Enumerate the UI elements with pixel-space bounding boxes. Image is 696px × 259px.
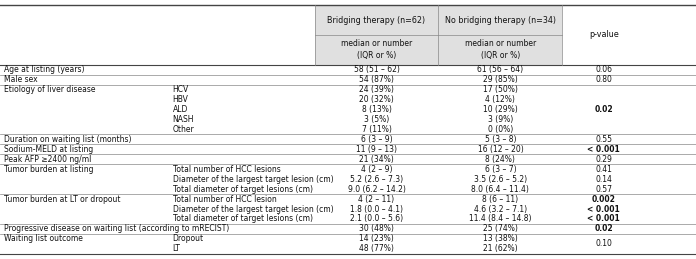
Text: ALD: ALD [173, 105, 188, 114]
Text: 17 (50%): 17 (50%) [483, 85, 518, 94]
Text: 0.002: 0.002 [592, 195, 616, 204]
Text: Male sex: Male sex [4, 75, 38, 84]
Text: 1.8 (0.0 – 4.1): 1.8 (0.0 – 4.1) [350, 205, 403, 213]
Text: Total diameter of target lesions (cm): Total diameter of target lesions (cm) [173, 214, 313, 224]
Text: Waiting list outcome: Waiting list outcome [4, 234, 83, 243]
Text: Total diameter of target lesions (cm): Total diameter of target lesions (cm) [173, 185, 313, 194]
Text: 0.80: 0.80 [595, 75, 612, 84]
Text: 8 (24%): 8 (24%) [486, 155, 515, 164]
Text: HBV: HBV [173, 95, 189, 104]
Text: HCV: HCV [173, 85, 189, 94]
Text: 8 (6 – 11): 8 (6 – 11) [482, 195, 519, 204]
Text: 0.14: 0.14 [595, 175, 612, 184]
Text: 0.02: 0.02 [594, 225, 613, 233]
Text: No bridging therapy (n=34): No bridging therapy (n=34) [445, 16, 556, 25]
Text: NASH: NASH [173, 115, 194, 124]
Text: 6 (3 – 7): 6 (3 – 7) [484, 165, 516, 174]
Text: Dropout: Dropout [173, 234, 204, 243]
Text: 4 (2 – 11): 4 (2 – 11) [358, 195, 395, 204]
Text: < 0.001: < 0.001 [587, 145, 620, 154]
Text: LT: LT [173, 244, 180, 253]
Text: 25 (74%): 25 (74%) [483, 225, 518, 233]
Text: 48 (77%): 48 (77%) [359, 244, 394, 253]
Text: 29 (85%): 29 (85%) [483, 75, 518, 84]
Text: 5 (3 – 8): 5 (3 – 8) [484, 135, 516, 144]
Text: 61 (56 – 64): 61 (56 – 64) [477, 65, 523, 74]
Text: 3 (5%): 3 (5%) [364, 115, 389, 124]
Text: 58 (51 – 62): 58 (51 – 62) [354, 65, 400, 74]
Text: 0.10: 0.10 [595, 239, 612, 248]
Text: 11.4 (8.4 – 14.8): 11.4 (8.4 – 14.8) [469, 214, 532, 224]
Text: 4.6 (3.2 – 7.1): 4.6 (3.2 – 7.1) [474, 205, 527, 213]
Text: Etiology of liver disease: Etiology of liver disease [4, 85, 95, 94]
Text: 0.29: 0.29 [595, 155, 612, 164]
Text: Tumor burden at listing: Tumor burden at listing [4, 165, 94, 174]
Text: 0.55: 0.55 [595, 135, 612, 144]
Text: Tumor burden at LT or dropout: Tumor burden at LT or dropout [4, 195, 120, 204]
Text: median or number
(IQR or %): median or number (IQR or %) [341, 39, 412, 60]
Text: Progressive disease on waiting list (according to mRECIST): Progressive disease on waiting list (acc… [4, 225, 230, 233]
Text: < 0.001: < 0.001 [587, 205, 620, 213]
Text: 20 (32%): 20 (32%) [359, 95, 394, 104]
Text: 54 (87%): 54 (87%) [359, 75, 394, 84]
Text: 0.06: 0.06 [595, 65, 612, 74]
Text: 3 (9%): 3 (9%) [488, 115, 513, 124]
Text: 21 (34%): 21 (34%) [359, 155, 394, 164]
Text: 8 (13%): 8 (13%) [362, 105, 391, 114]
Text: 14 (23%): 14 (23%) [359, 234, 394, 243]
Text: Sodium-MELD at listing: Sodium-MELD at listing [4, 145, 93, 154]
Text: p-value: p-value [589, 31, 619, 39]
Text: 30 (48%): 30 (48%) [359, 225, 394, 233]
Text: Diameter of the largest target lesion (cm): Diameter of the largest target lesion (c… [173, 205, 333, 213]
Text: 0.41: 0.41 [595, 165, 612, 174]
Text: Total number of HCC lesions: Total number of HCC lesions [173, 165, 280, 174]
Text: 4 (12%): 4 (12%) [486, 95, 515, 104]
Text: Age at listing (years): Age at listing (years) [4, 65, 85, 74]
Text: Bridging therapy (n=62): Bridging therapy (n=62) [328, 16, 425, 25]
Text: 0 (0%): 0 (0%) [488, 125, 513, 134]
Text: < 0.001: < 0.001 [587, 214, 620, 224]
Text: Diameter of the largest target lesion (cm): Diameter of the largest target lesion (c… [173, 175, 333, 184]
Text: 6 (3 – 9): 6 (3 – 9) [361, 135, 393, 144]
Text: 16 (12 – 20): 16 (12 – 20) [477, 145, 523, 154]
Text: 10 (29%): 10 (29%) [483, 105, 518, 114]
Text: Other: Other [173, 125, 194, 134]
Text: 5.2 (2.6 – 7.3): 5.2 (2.6 – 7.3) [350, 175, 403, 184]
Text: 9.0 (6.2 – 14.2): 9.0 (6.2 – 14.2) [347, 185, 406, 194]
Text: 2.1 (0.0 – 5.6): 2.1 (0.0 – 5.6) [350, 214, 403, 224]
Bar [315, 5, 562, 65]
Text: Peak AFP ≥2400 ng/ml: Peak AFP ≥2400 ng/ml [4, 155, 92, 164]
Text: 13 (38%): 13 (38%) [483, 234, 518, 243]
Text: 21 (62%): 21 (62%) [483, 244, 518, 253]
Text: 4 (2 – 9): 4 (2 – 9) [361, 165, 393, 174]
Text: 8.0 (6.4 – 11.4): 8.0 (6.4 – 11.4) [471, 185, 530, 194]
Text: Total number of HCC lesion: Total number of HCC lesion [173, 195, 276, 204]
Text: 11 (9 – 13): 11 (9 – 13) [356, 145, 397, 154]
Text: 0.57: 0.57 [595, 185, 612, 194]
Text: 0.02: 0.02 [594, 105, 613, 114]
Text: Duration on waiting list (months): Duration on waiting list (months) [4, 135, 132, 144]
Text: median or number
(IQR or %): median or number (IQR or %) [465, 39, 536, 60]
Text: 24 (39%): 24 (39%) [359, 85, 394, 94]
Text: 3.5 (2.6 – 5.2): 3.5 (2.6 – 5.2) [474, 175, 527, 184]
Text: 7 (11%): 7 (11%) [362, 125, 391, 134]
